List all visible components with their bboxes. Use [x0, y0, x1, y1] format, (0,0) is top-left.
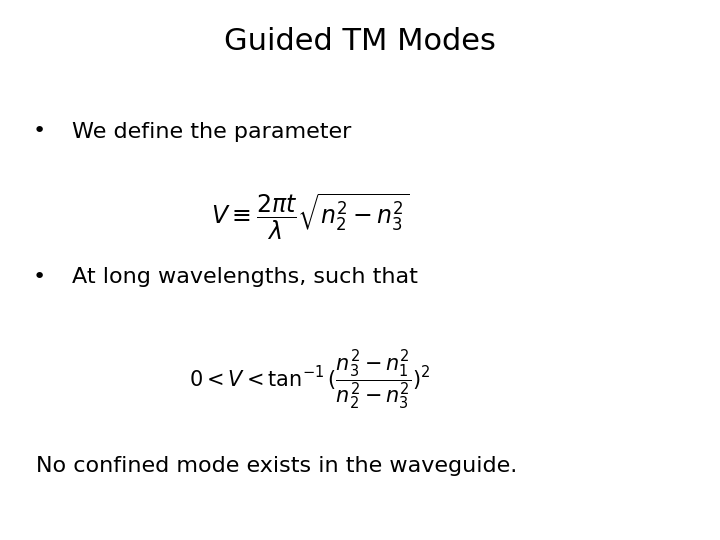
Text: •: •: [33, 122, 46, 141]
Text: No confined mode exists in the waveguide.: No confined mode exists in the waveguide…: [36, 456, 517, 476]
Text: $0 < V < \tan^{-1}(\dfrac{n_3^2 - n_1^2}{n_2^2 - n_3^2})^2$: $0 < V < \tan^{-1}(\dfrac{n_3^2 - n_1^2}…: [189, 348, 431, 411]
Text: We define the parameter: We define the parameter: [72, 122, 351, 141]
Text: Guided TM Modes: Guided TM Modes: [224, 27, 496, 56]
Text: •: •: [33, 267, 46, 287]
Text: At long wavelengths, such that: At long wavelengths, such that: [72, 267, 418, 287]
Text: $V \equiv \dfrac{2\pi t}{\lambda} \sqrt{n_2^2 - n_3^2}$: $V \equiv \dfrac{2\pi t}{\lambda} \sqrt{…: [210, 192, 409, 242]
